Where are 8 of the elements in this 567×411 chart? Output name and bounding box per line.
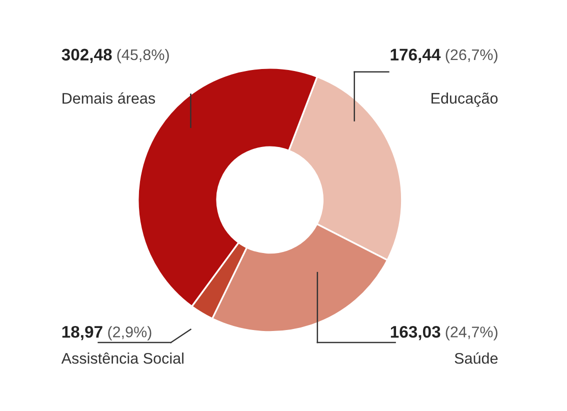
data-label: 302,48 (45,8%) [62, 48, 169, 64]
slice-label: Educação [432, 92, 498, 107]
data-label: 163,03 (24,7%) [390, 326, 498, 340]
slice-label: Demais áreas [62, 92, 156, 104]
slice-label: Assistência Social [61, 352, 184, 364]
data-label: 176,44 (26,7%) [390, 48, 498, 64]
data-label: 18,97 (2,9%) [62, 326, 152, 340]
slice-label: Saúde [454, 352, 498, 364]
